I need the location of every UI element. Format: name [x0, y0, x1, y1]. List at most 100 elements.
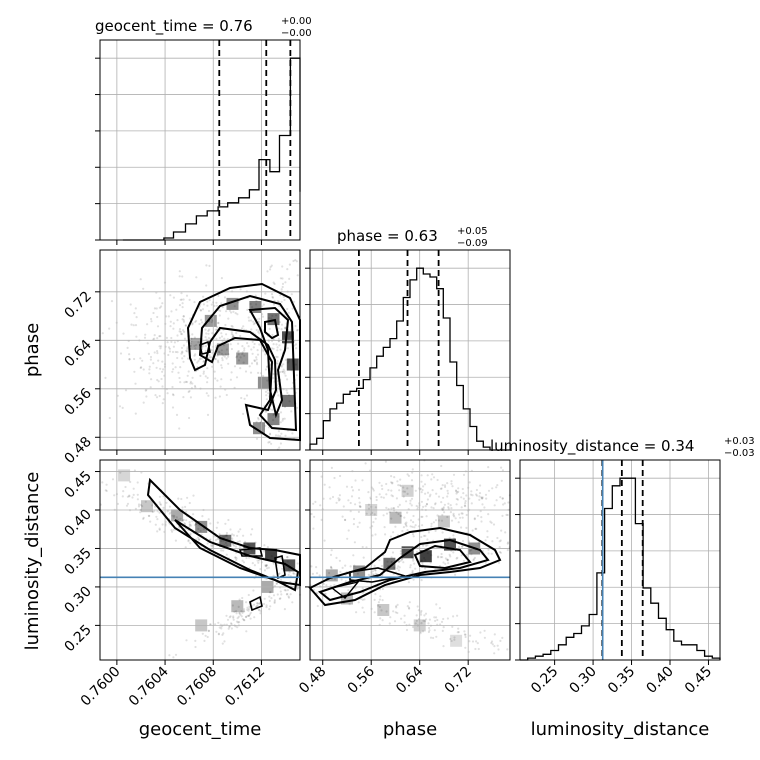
x-tick-label: 0.7612 [222, 664, 268, 710]
scatter-point [280, 288, 283, 291]
scatter-point [172, 345, 175, 348]
scatter-point [232, 534, 235, 537]
scatter-point [449, 637, 452, 641]
scatter-point [225, 393, 228, 397]
scatter-point [281, 370, 284, 373]
scatter-point [398, 503, 401, 506]
scatter-point [446, 558, 449, 561]
scatter-point [252, 320, 255, 323]
scatter-point [183, 381, 186, 384]
scatter-point [272, 343, 275, 346]
scatter-point [190, 337, 193, 340]
scatter-point [411, 625, 415, 629]
scatter-point [181, 357, 184, 360]
scatter-point [235, 356, 238, 359]
scatter-point [191, 520, 194, 523]
scatter-point [257, 416, 260, 420]
scatter-point [230, 333, 234, 336]
scatter-point [173, 515, 176, 518]
scatter-point [155, 366, 158, 369]
scatter-point [337, 497, 340, 500]
scatter-point [379, 617, 382, 620]
scatter-point [291, 601, 294, 604]
scatter-point [273, 601, 276, 605]
scatter-point [292, 572, 296, 575]
scatter-point [101, 332, 104, 335]
scatter-point [410, 479, 414, 482]
scatter-point [242, 325, 245, 328]
scatter-point [441, 513, 444, 517]
scatter-point [436, 478, 439, 482]
scatter-point [487, 489, 491, 492]
scatter-point [338, 559, 341, 562]
scatter-point [270, 293, 274, 296]
scatter-point [158, 345, 161, 348]
density-cell [267, 313, 280, 326]
scatter-point [158, 306, 161, 309]
scatter-point [189, 342, 192, 345]
scatter-point [498, 540, 501, 543]
scatter-point [358, 521, 361, 524]
scatter-point [245, 601, 248, 604]
scatter-point [391, 481, 394, 484]
scatter-point [282, 363, 285, 366]
scatter-point [452, 514, 455, 517]
scatter-point [284, 281, 287, 284]
scatter-point [387, 489, 390, 492]
title-phase-plus: +0.05 [457, 226, 488, 237]
scatter-point [395, 497, 398, 500]
scatter-point [454, 573, 457, 576]
scatter-point [363, 598, 366, 601]
scatter-point [194, 645, 197, 649]
scatter-point [281, 567, 284, 570]
scatter-point [237, 530, 240, 533]
scatter-point [352, 523, 355, 526]
scatter-point [200, 533, 203, 536]
scatter-point [282, 295, 285, 298]
scatter-point [406, 605, 409, 608]
scatter-point [239, 356, 242, 359]
scatter-point [178, 328, 182, 331]
scatter-point [435, 635, 438, 638]
scatter-point [148, 368, 151, 371]
title-geocent-time-minus: −0.00 [281, 28, 312, 39]
scatter-point [498, 550, 502, 554]
scatter-point [258, 343, 261, 346]
scatter-point [330, 566, 333, 569]
scatter-point [388, 511, 391, 514]
scatter-point [158, 297, 161, 300]
scatter-point [182, 396, 185, 399]
scatter-point [281, 417, 285, 420]
scatter-point [484, 493, 488, 496]
scatter-point [187, 370, 190, 373]
scatter-point [193, 344, 196, 347]
scatter-point [464, 635, 467, 639]
scatter-point [354, 587, 357, 590]
scatter-point [265, 604, 268, 607]
scatter-point [264, 564, 267, 567]
scatter-point [256, 602, 259, 605]
scatter-point [446, 558, 449, 561]
scatter-point [468, 497, 471, 500]
scatter-point [255, 299, 258, 302]
scatter-point [128, 353, 131, 356]
scatter-point [186, 350, 189, 353]
scatter-point [440, 552, 443, 556]
scatter-point [222, 632, 225, 635]
scatter-point [491, 643, 494, 646]
scatter-point [349, 501, 352, 505]
scatter-point [490, 640, 494, 643]
scatter-point [189, 396, 192, 399]
scatter-point [390, 517, 393, 520]
scatter-point [283, 608, 286, 611]
scatter-point [172, 514, 175, 517]
scatter-point [349, 510, 352, 513]
scatter-point [158, 527, 161, 530]
scatter-point [232, 543, 235, 546]
scatter-point [344, 518, 347, 522]
scatter-point [477, 541, 480, 544]
scatter-point [132, 487, 135, 490]
scatter-point [391, 495, 394, 498]
scatter-point [422, 534, 426, 538]
scatter-point [268, 599, 271, 603]
